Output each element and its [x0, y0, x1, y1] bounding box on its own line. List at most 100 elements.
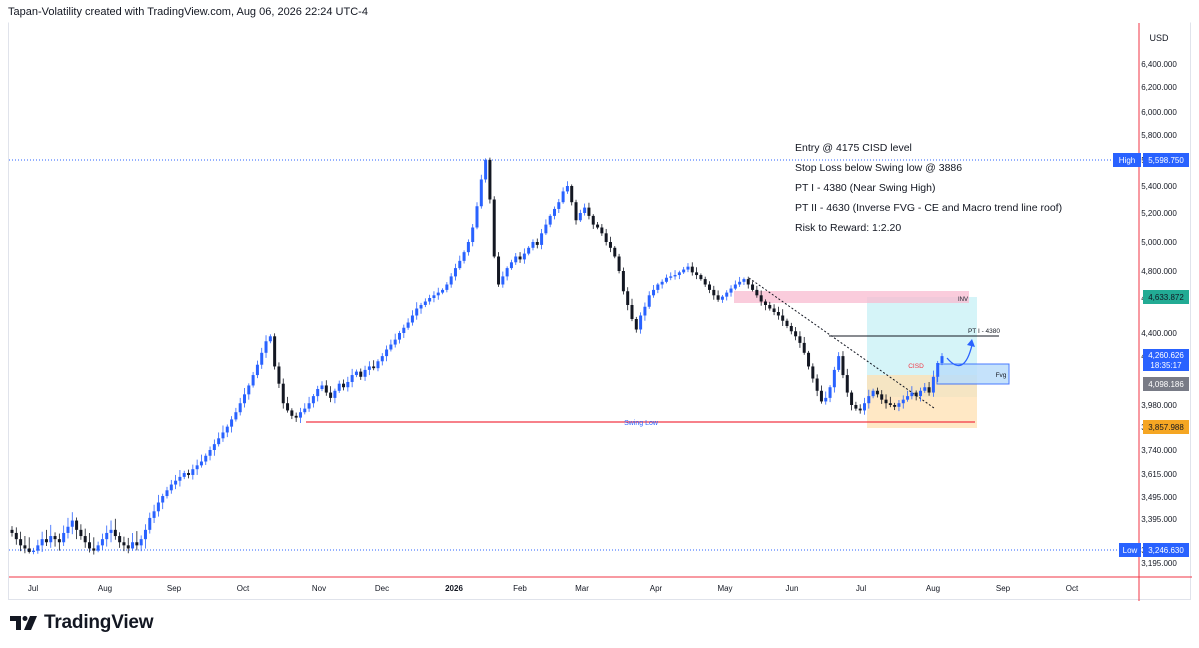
candle-body: [535, 242, 539, 245]
candle-body: [243, 394, 246, 404]
inv-label: INV: [958, 297, 968, 303]
candle-body: [738, 281, 742, 285]
price-tick-label: 3,740.000: [1141, 446, 1177, 455]
candle-body: [83, 536, 87, 543]
price-tick-label: 5,200.000: [1141, 209, 1177, 218]
candle-body: [918, 390, 922, 397]
candle-body: [647, 295, 651, 307]
price-tick-label: 3,495.000: [1141, 493, 1177, 502]
candle-body: [686, 266, 690, 270]
candle-body: [19, 539, 23, 546]
candle-body: [230, 419, 234, 427]
candle-body: [135, 542, 139, 546]
candle-body: [225, 426, 229, 433]
inv-price-tag: 4,633.872: [1143, 290, 1189, 304]
candle-body: [255, 364, 259, 376]
price-tick-label: 5,800.000: [1141, 131, 1177, 140]
candle-body: [118, 536, 122, 543]
candle-body: [471, 227, 475, 242]
candle-body: [307, 403, 311, 409]
candle-body: [148, 517, 152, 530]
candle-body: [497, 256, 501, 285]
candle-body: [100, 539, 104, 546]
candle-body: [66, 526, 70, 533]
candle-body: [880, 394, 884, 400]
candle-body: [402, 327, 406, 333]
time-tick-label: Jul: [28, 584, 38, 593]
price-axis[interactable]: 6,400.0006,200.0006,000.0005,800.0005,60…: [1141, 60, 1177, 568]
candle-body: [195, 465, 199, 470]
candle-body: [44, 539, 48, 543]
chart-panel[interactable]: Swing Low INV PT I - 4380 CISD Fvg USD 6…: [8, 22, 1192, 601]
tradingview-logo[interactable]: TradingView: [10, 612, 154, 634]
candle-body: [570, 186, 574, 203]
candle-body: [708, 284, 711, 290]
candle-body: [212, 444, 216, 450]
price-tick-label: 4,800.000: [1141, 267, 1177, 276]
candle-body: [509, 262, 513, 269]
time-tick-label: 2026: [445, 584, 463, 593]
candle-body: [768, 305, 772, 309]
candle-body: [832, 369, 836, 388]
candle-body: [587, 207, 591, 216]
candle-body: [479, 179, 483, 207]
candle-body: [126, 545, 130, 549]
candle-body: [578, 213, 582, 221]
candle-body: [372, 366, 376, 369]
price-tick-label: 6,000.000: [1141, 108, 1177, 117]
macro-trend-line: [748, 277, 935, 409]
entry-price-tag: 4,098.186: [1143, 377, 1189, 391]
candle-body: [298, 412, 302, 418]
candle-body: [673, 275, 677, 277]
time-axis[interactable]: Jul Aug Sep Oct Nov Dec 2026 Feb Mar Apr May Jun Jul…: [28, 584, 1079, 593]
stop-price-tag: 3,857.988: [1143, 420, 1189, 434]
candle-body: [923, 387, 927, 391]
candle-body: [591, 215, 595, 225]
candle-body: [165, 490, 169, 497]
candle-body: [143, 529, 147, 540]
price-tick-label: 4,400.000: [1141, 329, 1177, 338]
candle-body: [815, 378, 819, 391]
cisd-label: CISD: [908, 363, 924, 370]
candle-body: [733, 284, 737, 289]
candle-body: [505, 268, 509, 277]
svg-text:4,260.626: 4,260.626: [1148, 351, 1184, 360]
price-chart[interactable]: Swing Low INV PT I - 4380 CISD Fvg USD 6…: [9, 23, 1192, 601]
candle-body: [772, 308, 776, 312]
candle-body: [14, 532, 18, 540]
candle-body: [385, 349, 389, 357]
candle-body: [488, 159, 492, 200]
candle-body: [75, 520, 79, 530]
time-tick-label: Aug: [98, 584, 112, 593]
candle-body: [682, 269, 686, 273]
currency-label: USD: [1149, 33, 1169, 43]
candle-body: [62, 532, 66, 543]
candle-body: [514, 256, 518, 263]
candle-body: [871, 390, 875, 397]
note-pt1: PT I - 4380 (Near Swing High): [795, 182, 936, 194]
candle-body: [725, 292, 729, 297]
candle-body: [690, 266, 694, 273]
candle-body: [191, 469, 195, 475]
candle-body: [329, 392, 333, 398]
candle-body: [423, 301, 427, 305]
candle-body: [376, 361, 380, 369]
candle-body: [187, 473, 191, 475]
price-tick-label: 6,200.000: [1141, 83, 1177, 92]
candle-body: [845, 375, 849, 393]
candle-body: [363, 369, 367, 377]
candle-body: [850, 392, 854, 405]
candle-body: [79, 529, 83, 537]
candle-body: [763, 301, 767, 305]
candle-body: [613, 247, 617, 257]
svg-text:4,098.186: 4,098.186: [1148, 380, 1184, 389]
candle-body: [131, 542, 135, 549]
candle-body: [561, 191, 565, 203]
candle-body: [441, 289, 445, 293]
time-tick-label: Oct: [237, 584, 250, 593]
candle-body: [828, 387, 832, 398]
candle-body: [311, 396, 315, 404]
candle-body: [49, 536, 53, 543]
candle-body: [888, 403, 892, 405]
candle-body: [716, 295, 720, 300]
